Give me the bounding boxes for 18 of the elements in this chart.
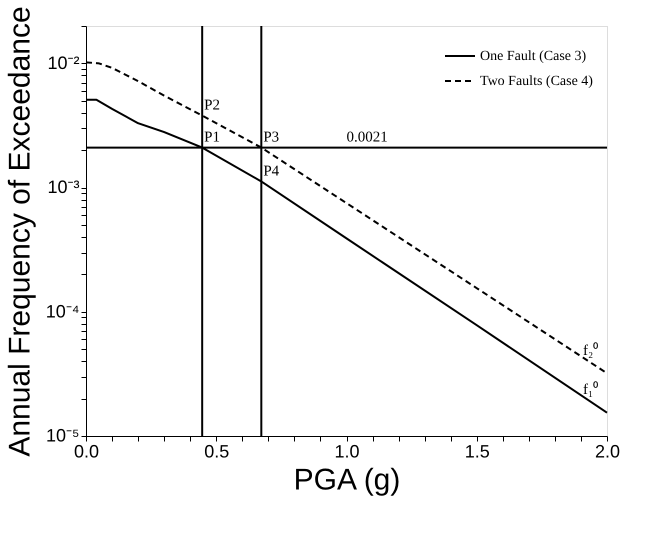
annotation: P3 [263,130,280,146]
x-tick-label: 1.5 [464,442,490,462]
x-tick-label: 1.0 [334,442,360,462]
annotation: P2 [204,98,220,114]
annotation: f₂⁰ [582,342,598,360]
x-tick-label: 0.5 [204,442,230,462]
annotation: P1 [204,130,220,146]
legend-label: One Fault (Case 3) [480,49,586,64]
y-axis-title: Annual Frequency of Exceedance [4,6,37,457]
y-tick-label: 10⁻² [47,52,80,73]
annotation: f₁⁰ [582,380,598,398]
ref-line-label: 0.0021 [346,130,388,146]
y-tick-label: 10⁻³ [47,177,80,198]
annotation: P4 [263,163,280,180]
y-tick-label: 10⁻⁴ [46,301,80,322]
x-axis-title: PGA (g) [294,464,400,496]
legend-label: Two Faults (Case 4) [480,74,594,89]
x-tick-label: 2.0 [594,442,620,462]
